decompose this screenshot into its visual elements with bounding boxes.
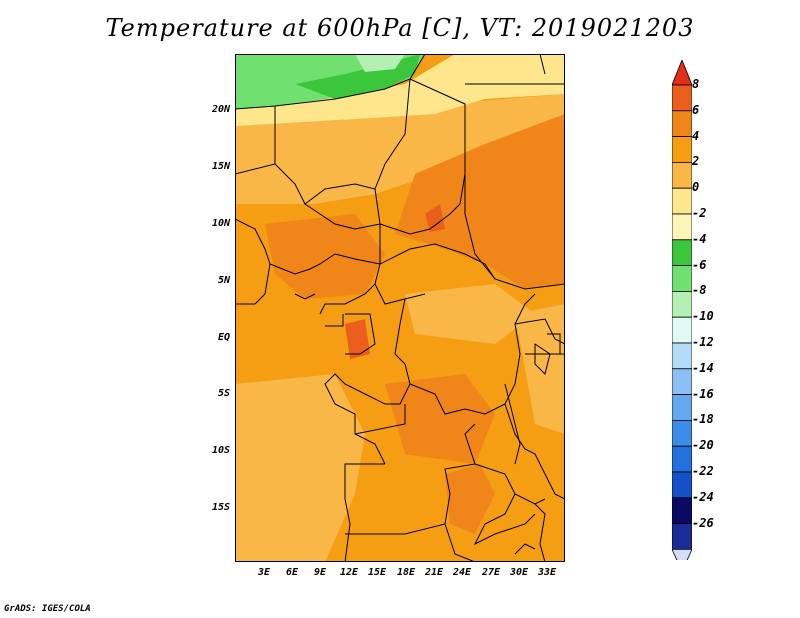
colorbar-segment — [672, 471, 692, 499]
colorbar-segment — [672, 162, 692, 189]
colorbar-label: 6 — [692, 102, 700, 117]
colorbar-label: -26 — [692, 515, 714, 530]
field-pale-yellow — [235, 54, 565, 126]
x-tick-label: 21E — [424, 567, 444, 578]
colorbar-label: -12 — [692, 335, 714, 349]
field-deep-1 — [265, 214, 385, 299]
chart-title: Temperature at 600hPa [C], VT: 201902120… — [105, 14, 695, 42]
y-tick-label: 20N — [211, 104, 230, 115]
colorbar — [672, 60, 692, 560]
map-plot — [235, 54, 565, 562]
x-tick-label: 33E — [537, 567, 557, 578]
x-tick-label: 27E — [481, 567, 501, 578]
x-tick-label: 30E — [509, 567, 529, 578]
colorbar-label: -18 — [692, 412, 714, 427]
colorbar-top-arrow — [672, 60, 692, 86]
colorbar-label: 4 — [692, 128, 700, 143]
colorbar-label: -14 — [692, 360, 714, 375]
colorbar-segment — [672, 239, 692, 267]
colorbar-segment — [672, 316, 692, 344]
colorbar-segment — [672, 497, 692, 524]
y-tick-label: 15S — [211, 502, 230, 513]
field-hot-2 — [445, 464, 495, 534]
colorbar-label: -22 — [692, 464, 714, 478]
field-sw-light — [235, 374, 365, 562]
colorbar-label: 8 — [692, 77, 700, 91]
y-tick-label: 5S — [217, 388, 230, 399]
colorbar-label: -4 — [692, 231, 707, 246]
colorbar-label: -8 — [692, 283, 707, 298]
country-borders — [235, 54, 565, 562]
colorbar-segment — [672, 290, 692, 318]
colorbar-label: 0 — [692, 180, 700, 195]
colorbar-segment — [672, 342, 692, 370]
colorbar-segment — [672, 187, 692, 215]
colorbar-label: -2 — [692, 206, 707, 220]
x-tick-label: 18E — [396, 567, 416, 578]
y-tick-label: EQ — [217, 332, 230, 343]
y-tick-label: 15N — [211, 161, 230, 172]
x-tick-label: 12E — [339, 567, 359, 578]
colorbar-label: -16 — [692, 386, 714, 401]
colorbar-bottom-arrow — [672, 549, 692, 560]
colorbar-segment — [672, 136, 692, 163]
field-hot-4 — [345, 319, 370, 359]
colorbar-segment — [672, 394, 692, 421]
colorbar-label: 2 — [692, 154, 700, 169]
grads-credit: GrADS: IGES/COLA — [4, 604, 91, 614]
field-hot-1 — [425, 204, 445, 232]
colorbar-label: -24 — [692, 489, 714, 504]
colorbar-segment — [672, 419, 692, 447]
colorbar-label: -10 — [692, 309, 714, 324]
field-pale-green — [355, 54, 405, 72]
colorbar-segment — [672, 84, 692, 112]
colorbar-segment — [672, 445, 692, 473]
y-tick-label: 10N — [211, 218, 230, 229]
field-center-light — [405, 284, 535, 344]
x-tick-label: 3E — [257, 567, 271, 578]
x-tick-label: 9E — [313, 567, 327, 578]
colorbar-segment — [672, 110, 692, 137]
colorbar-label: -20 — [692, 438, 714, 453]
colorbar-segment — [672, 213, 692, 241]
x-tick-label: 24E — [452, 567, 472, 578]
x-tick-label: 6E — [285, 567, 299, 578]
x-tick-label: 15E — [367, 567, 387, 578]
colorbar-label: -6 — [692, 257, 707, 272]
y-tick-label: 10S — [211, 445, 230, 456]
colorbar-segment — [672, 368, 692, 395]
colorbar-segment — [672, 265, 692, 292]
colorbar-segment — [672, 523, 692, 550]
map-frame — [235, 54, 565, 562]
y-tick-label: 5N — [217, 275, 230, 286]
